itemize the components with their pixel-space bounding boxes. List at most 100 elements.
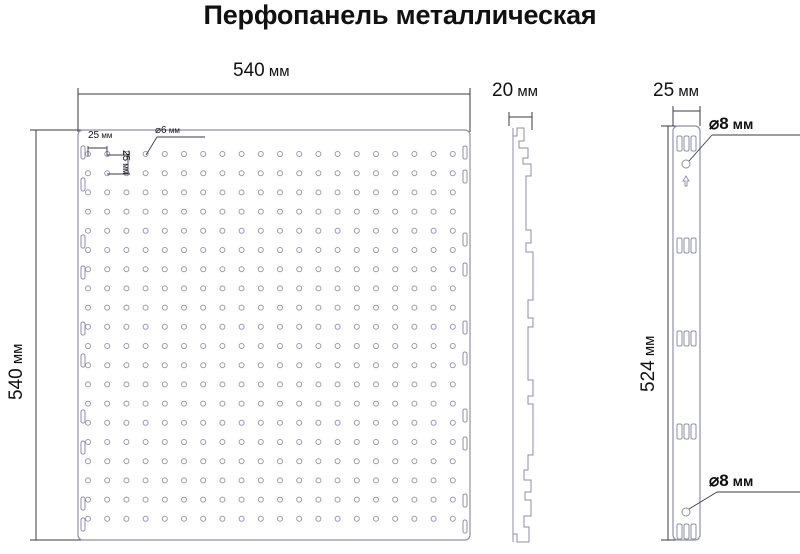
perforation-hole xyxy=(430,477,437,484)
perforation-hole xyxy=(430,266,437,273)
perforation-hole xyxy=(392,439,399,445)
perforation-hole xyxy=(200,285,207,292)
perforation-hole xyxy=(315,381,322,388)
perforation-hole xyxy=(373,247,379,253)
perforation-hole xyxy=(123,400,130,407)
perforation-hole xyxy=(123,362,130,369)
perforation-hole xyxy=(315,343,322,349)
label-panel-width: 540 мм xyxy=(233,60,290,81)
perforation-hole xyxy=(85,189,91,196)
perforation-hole xyxy=(353,419,360,426)
perforation-hole xyxy=(296,151,303,157)
perforation-hole xyxy=(392,247,399,253)
dimension-panel-height xyxy=(30,129,84,541)
perforation-hole xyxy=(257,266,264,273)
perforation-hole xyxy=(334,362,341,369)
perforation-hole xyxy=(104,362,111,369)
perforation-hole xyxy=(123,477,130,484)
perforation-hole xyxy=(142,400,149,407)
perforation-hole xyxy=(392,400,399,407)
perforation-hole xyxy=(449,247,456,253)
perforation-hole xyxy=(296,477,303,484)
perforation-hole xyxy=(373,496,379,503)
perforation-hole xyxy=(353,458,360,465)
perforation-hole xyxy=(430,400,437,407)
perforation-hole xyxy=(334,458,341,465)
perforation-hole xyxy=(334,151,341,157)
perforation-hole xyxy=(142,151,149,157)
perforation-hole xyxy=(104,247,111,253)
perforation-hole xyxy=(104,170,111,177)
perforation-hole xyxy=(334,304,341,311)
perforation-hole xyxy=(161,227,168,234)
perforation-hole xyxy=(373,343,379,349)
perforation-hole xyxy=(296,343,303,349)
perforation-hole xyxy=(238,170,245,177)
perforation-hole xyxy=(219,362,226,369)
perforation-hole xyxy=(85,477,91,484)
dimension-panel-width xyxy=(77,88,471,132)
perforation-hole xyxy=(353,208,360,215)
perforation-hole xyxy=(142,381,149,388)
perforation-hole xyxy=(161,323,168,330)
perforation-hole xyxy=(430,285,437,292)
perforation-hole xyxy=(334,323,341,330)
bracket-hole-top xyxy=(681,134,800,169)
perforation-hole xyxy=(277,343,283,349)
perforation-hole xyxy=(353,515,360,522)
perforation-hole xyxy=(219,496,226,503)
perforation-hole xyxy=(85,170,91,177)
perforation-hole xyxy=(238,362,245,369)
perforation-hole xyxy=(392,189,399,196)
perforation-hole xyxy=(277,323,283,330)
label-panel-depth: 20 мм xyxy=(492,80,538,101)
perforation-hole xyxy=(200,323,207,330)
perforation-hole xyxy=(161,304,168,311)
perforation-hole xyxy=(373,208,379,215)
perforation-hole xyxy=(104,323,111,330)
perforation-hole xyxy=(315,247,322,253)
perforation-hole xyxy=(334,515,341,522)
diameter-symbol-icon: ⌀ xyxy=(709,471,720,490)
perforation-hole xyxy=(238,400,245,407)
perforation-hole xyxy=(353,477,360,484)
perforation-hole xyxy=(219,515,226,522)
perforation-hole xyxy=(296,439,303,445)
perforation-hole xyxy=(142,343,149,349)
perforation-hole xyxy=(449,458,456,465)
page-title: Перфопанель металлическая xyxy=(203,0,597,30)
perforation-hole xyxy=(353,247,360,253)
perforation-hole xyxy=(200,151,207,157)
perforation-hole xyxy=(161,477,168,484)
perforation-hole xyxy=(430,208,437,215)
perforation-hole xyxy=(315,189,322,196)
perforation-hole xyxy=(353,343,360,349)
perforation-hole xyxy=(449,400,456,407)
perforation-hole xyxy=(257,343,264,349)
perforation-hole xyxy=(142,304,149,311)
perforation-hole xyxy=(373,266,379,273)
perforation-hole xyxy=(373,362,379,369)
perforation-hole xyxy=(219,400,226,407)
perforation-hole xyxy=(238,439,245,445)
perforation-hole xyxy=(430,458,437,465)
perforation-hole xyxy=(219,477,226,484)
perforation-hole xyxy=(430,439,437,445)
perforation-hole xyxy=(123,496,130,503)
perforation-hole xyxy=(181,170,187,177)
perforation-hole xyxy=(315,515,322,522)
perforation-hole xyxy=(219,247,226,253)
perforation-hole xyxy=(430,227,437,234)
perforation-hole xyxy=(104,266,111,273)
perforation-hole xyxy=(181,323,187,330)
perforation-hole xyxy=(181,400,187,407)
perforation-hole xyxy=(200,266,207,273)
perforation-hole xyxy=(392,266,399,273)
label-bracket-hole-diameter-top: ⌀8 мм xyxy=(709,114,754,133)
perforation-hole xyxy=(142,285,149,292)
perforation-hole xyxy=(277,419,283,426)
perforation-hole xyxy=(104,227,111,234)
perforation-hole xyxy=(257,285,264,292)
perforation-hole xyxy=(104,343,111,349)
perforation-hole xyxy=(296,304,303,311)
